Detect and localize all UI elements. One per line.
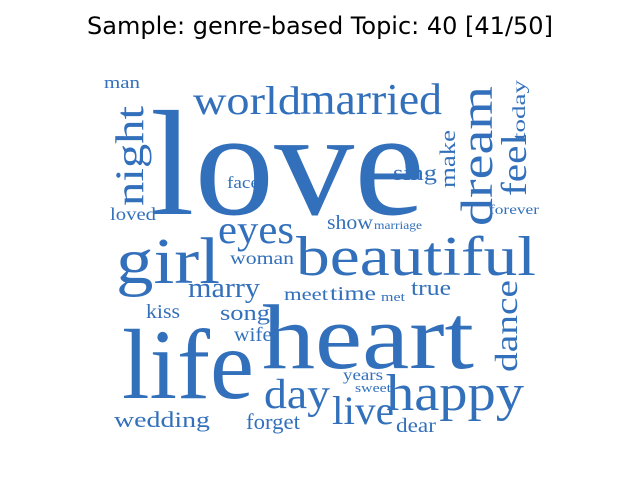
cloud-word-beautiful: beautiful xyxy=(296,226,536,288)
cloud-word-kiss: kiss xyxy=(146,301,180,323)
cloud-word-feel: feel xyxy=(494,134,534,196)
cloud-word-face: face xyxy=(227,173,259,192)
cloud-word-married: married xyxy=(300,75,442,124)
cloud-word-marry: marry xyxy=(188,273,260,304)
cloud-word-world: world xyxy=(193,78,301,123)
cloud-word-eyes: eyes xyxy=(218,207,294,252)
cloud-word-make: make xyxy=(435,130,460,188)
cloud-word-forever: forever xyxy=(489,203,539,218)
cloud-word-wife: wife xyxy=(234,324,272,346)
cloud-word-woman: woman xyxy=(230,248,294,268)
cloud-word-live: live xyxy=(332,388,394,433)
cloud-word-song: song xyxy=(220,300,270,325)
cloud-word-love: love xyxy=(150,81,425,247)
cloud-word-sweet: sweet xyxy=(355,380,391,395)
cloud-word-dear: dear xyxy=(396,415,436,437)
cloud-word-wedding: wedding xyxy=(114,407,210,432)
cloud-word-time: time xyxy=(330,283,376,305)
cloud-word-years: years xyxy=(343,367,383,384)
cloud-word-met: met xyxy=(381,289,405,304)
cloud-word-loved: loved xyxy=(110,204,156,224)
page-title: Sample: genre-based Topic: 40 [41/50] xyxy=(87,12,553,40)
cloud-word-show: show xyxy=(327,212,374,234)
cloud-word-heart: heart xyxy=(262,286,474,388)
cloud-word-today: today xyxy=(509,80,529,140)
cloud-word-dream: dream xyxy=(451,86,502,226)
cloud-word-meet: meet xyxy=(284,284,328,304)
cloud-word-true: true xyxy=(411,275,451,300)
cloud-word-day: day xyxy=(264,372,330,418)
cloud-word-man: man xyxy=(104,73,141,92)
cloud-word-happy: happy xyxy=(386,365,524,422)
cloud-word-marriage: marriage xyxy=(374,218,422,232)
cloud-word-life: life xyxy=(122,309,254,420)
cloud-word-forget: forget xyxy=(246,409,300,434)
cloud-word-dance: dance xyxy=(488,280,524,372)
cloud-word-sing: sing xyxy=(393,160,437,185)
cloud-word-night: night xyxy=(107,106,152,206)
cloud-word-girl: girl xyxy=(116,225,220,298)
